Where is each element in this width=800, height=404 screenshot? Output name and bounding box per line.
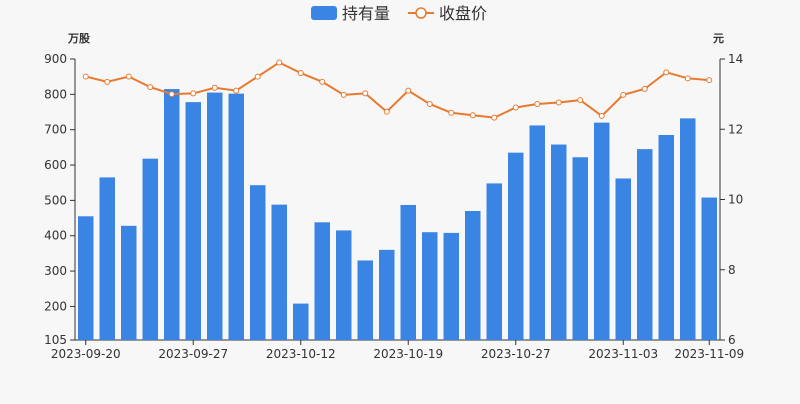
close-price-point: [555, 99, 562, 106]
legend-price-label: 收盘价: [439, 4, 487, 23]
holdings-bar: [701, 197, 717, 340]
x-axis-tick-label: 2023-10-12: [266, 347, 336, 361]
x-axis-tick-label: 2023-11-09: [674, 347, 744, 361]
left-axis-tick-label: 500: [44, 193, 67, 207]
close-price-point: [82, 73, 89, 80]
close-price-series: [82, 59, 713, 121]
legend-holdings-label: 持有量: [342, 4, 390, 23]
close-price-point: [233, 87, 240, 94]
right-axis-tick-label: 12: [728, 122, 743, 136]
holdings-bar: [164, 89, 180, 340]
left-axis-tick-label: 800: [44, 87, 67, 101]
close-price-point: [211, 84, 218, 91]
close-price-point: [491, 114, 498, 121]
close-price-point: [125, 73, 132, 80]
holdings-bar: [250, 185, 266, 340]
holdings-bar: [379, 249, 395, 340]
close-price-point: [663, 69, 670, 76]
close-price-point: [641, 85, 648, 92]
x-axis-tick-label: 2023-10-27: [481, 347, 551, 361]
close-price-point: [405, 87, 412, 94]
right-axis-tick-label: 14: [728, 52, 743, 66]
close-price-point: [620, 91, 627, 98]
holdings-bar: [142, 158, 158, 340]
close-price-point: [104, 78, 111, 85]
close-price-line: [85, 61, 710, 119]
close-price-point: [254, 73, 261, 80]
x-axis-tick-label: 2023-10-19: [373, 347, 443, 361]
holdings-bar: [228, 93, 244, 340]
holdings-bar: [121, 225, 137, 340]
holdings-bar: [207, 92, 223, 340]
close-price-point: [469, 112, 476, 119]
legend-price-marker: [415, 7, 427, 19]
close-price-point: [190, 90, 197, 97]
legend-holdings-swatch: [311, 6, 337, 20]
left-axis-tick-label: 400: [44, 229, 67, 243]
holdings-bar: [486, 183, 502, 340]
left-axis-tick-label: 600: [44, 158, 67, 172]
holdings-bar: [680, 118, 696, 340]
x-axis-tick-label: 2023-09-27: [158, 347, 228, 361]
close-price-point: [512, 104, 519, 111]
close-price-point: [168, 91, 175, 98]
left-axis-tick-label: 900: [44, 52, 67, 66]
left-axis-unit: 万股: [67, 32, 91, 45]
holdings-bar: [551, 144, 567, 340]
close-price-point: [147, 84, 154, 91]
holdings-bar: [400, 204, 416, 340]
legend[interactable]: 持有量 收盘价: [311, 4, 487, 23]
close-price-point: [276, 59, 283, 66]
holdings-bar: [336, 230, 352, 340]
close-price-point: [297, 70, 304, 77]
left-axis-tick-label: 200: [44, 299, 67, 313]
close-price-point: [340, 91, 347, 98]
close-price-point: [319, 78, 326, 85]
close-price-point: [426, 100, 433, 107]
holdings-bar: [357, 260, 373, 340]
holdings-bar: [293, 303, 309, 340]
x-axis-tick-label: 2023-11-03: [588, 347, 658, 361]
close-price-point: [362, 90, 369, 97]
holdings-bar: [78, 216, 94, 340]
close-price-point: [383, 108, 390, 115]
right-axis-tick-label: 8: [728, 263, 736, 277]
holdings-bar: [658, 134, 674, 340]
holdings-bar: [99, 177, 115, 340]
holdings-bar: [271, 204, 287, 340]
holdings-bar: [185, 102, 201, 340]
holdings-bars: [78, 89, 717, 340]
right-axis-tick-label: 6: [728, 333, 736, 347]
holdings-bar: [529, 125, 545, 340]
close-price-point: [598, 112, 605, 119]
left-axis-tick-label: 300: [44, 264, 67, 278]
holdings-bar: [572, 157, 588, 340]
close-price-point: [448, 109, 455, 116]
right-axis-unit: 元: [713, 32, 724, 45]
close-price-point: [684, 75, 691, 82]
right-axis-tick-label: 10: [728, 193, 743, 207]
holdings-bar: [465, 210, 481, 340]
holdings-bar: [422, 232, 438, 340]
close-price-point: [706, 77, 713, 84]
holdings-bar: [637, 149, 653, 340]
left-axis-tick-label: 105: [44, 333, 67, 347]
x-axis-tick-label: 2023-09-20: [51, 347, 121, 361]
holdings-bar: [594, 122, 610, 340]
holdings-bar: [443, 232, 459, 340]
holdings-bar: [615, 178, 631, 340]
close-price-point: [534, 100, 541, 107]
close-price-point: [577, 97, 584, 104]
axes: 105 200 300 400 500 600 700 800 900 6 8 10 12 14 2023-…: [44, 52, 744, 361]
holdings-bar: [314, 222, 330, 340]
holdings-bar: [508, 152, 524, 340]
left-axis-tick-label: 700: [44, 123, 67, 137]
